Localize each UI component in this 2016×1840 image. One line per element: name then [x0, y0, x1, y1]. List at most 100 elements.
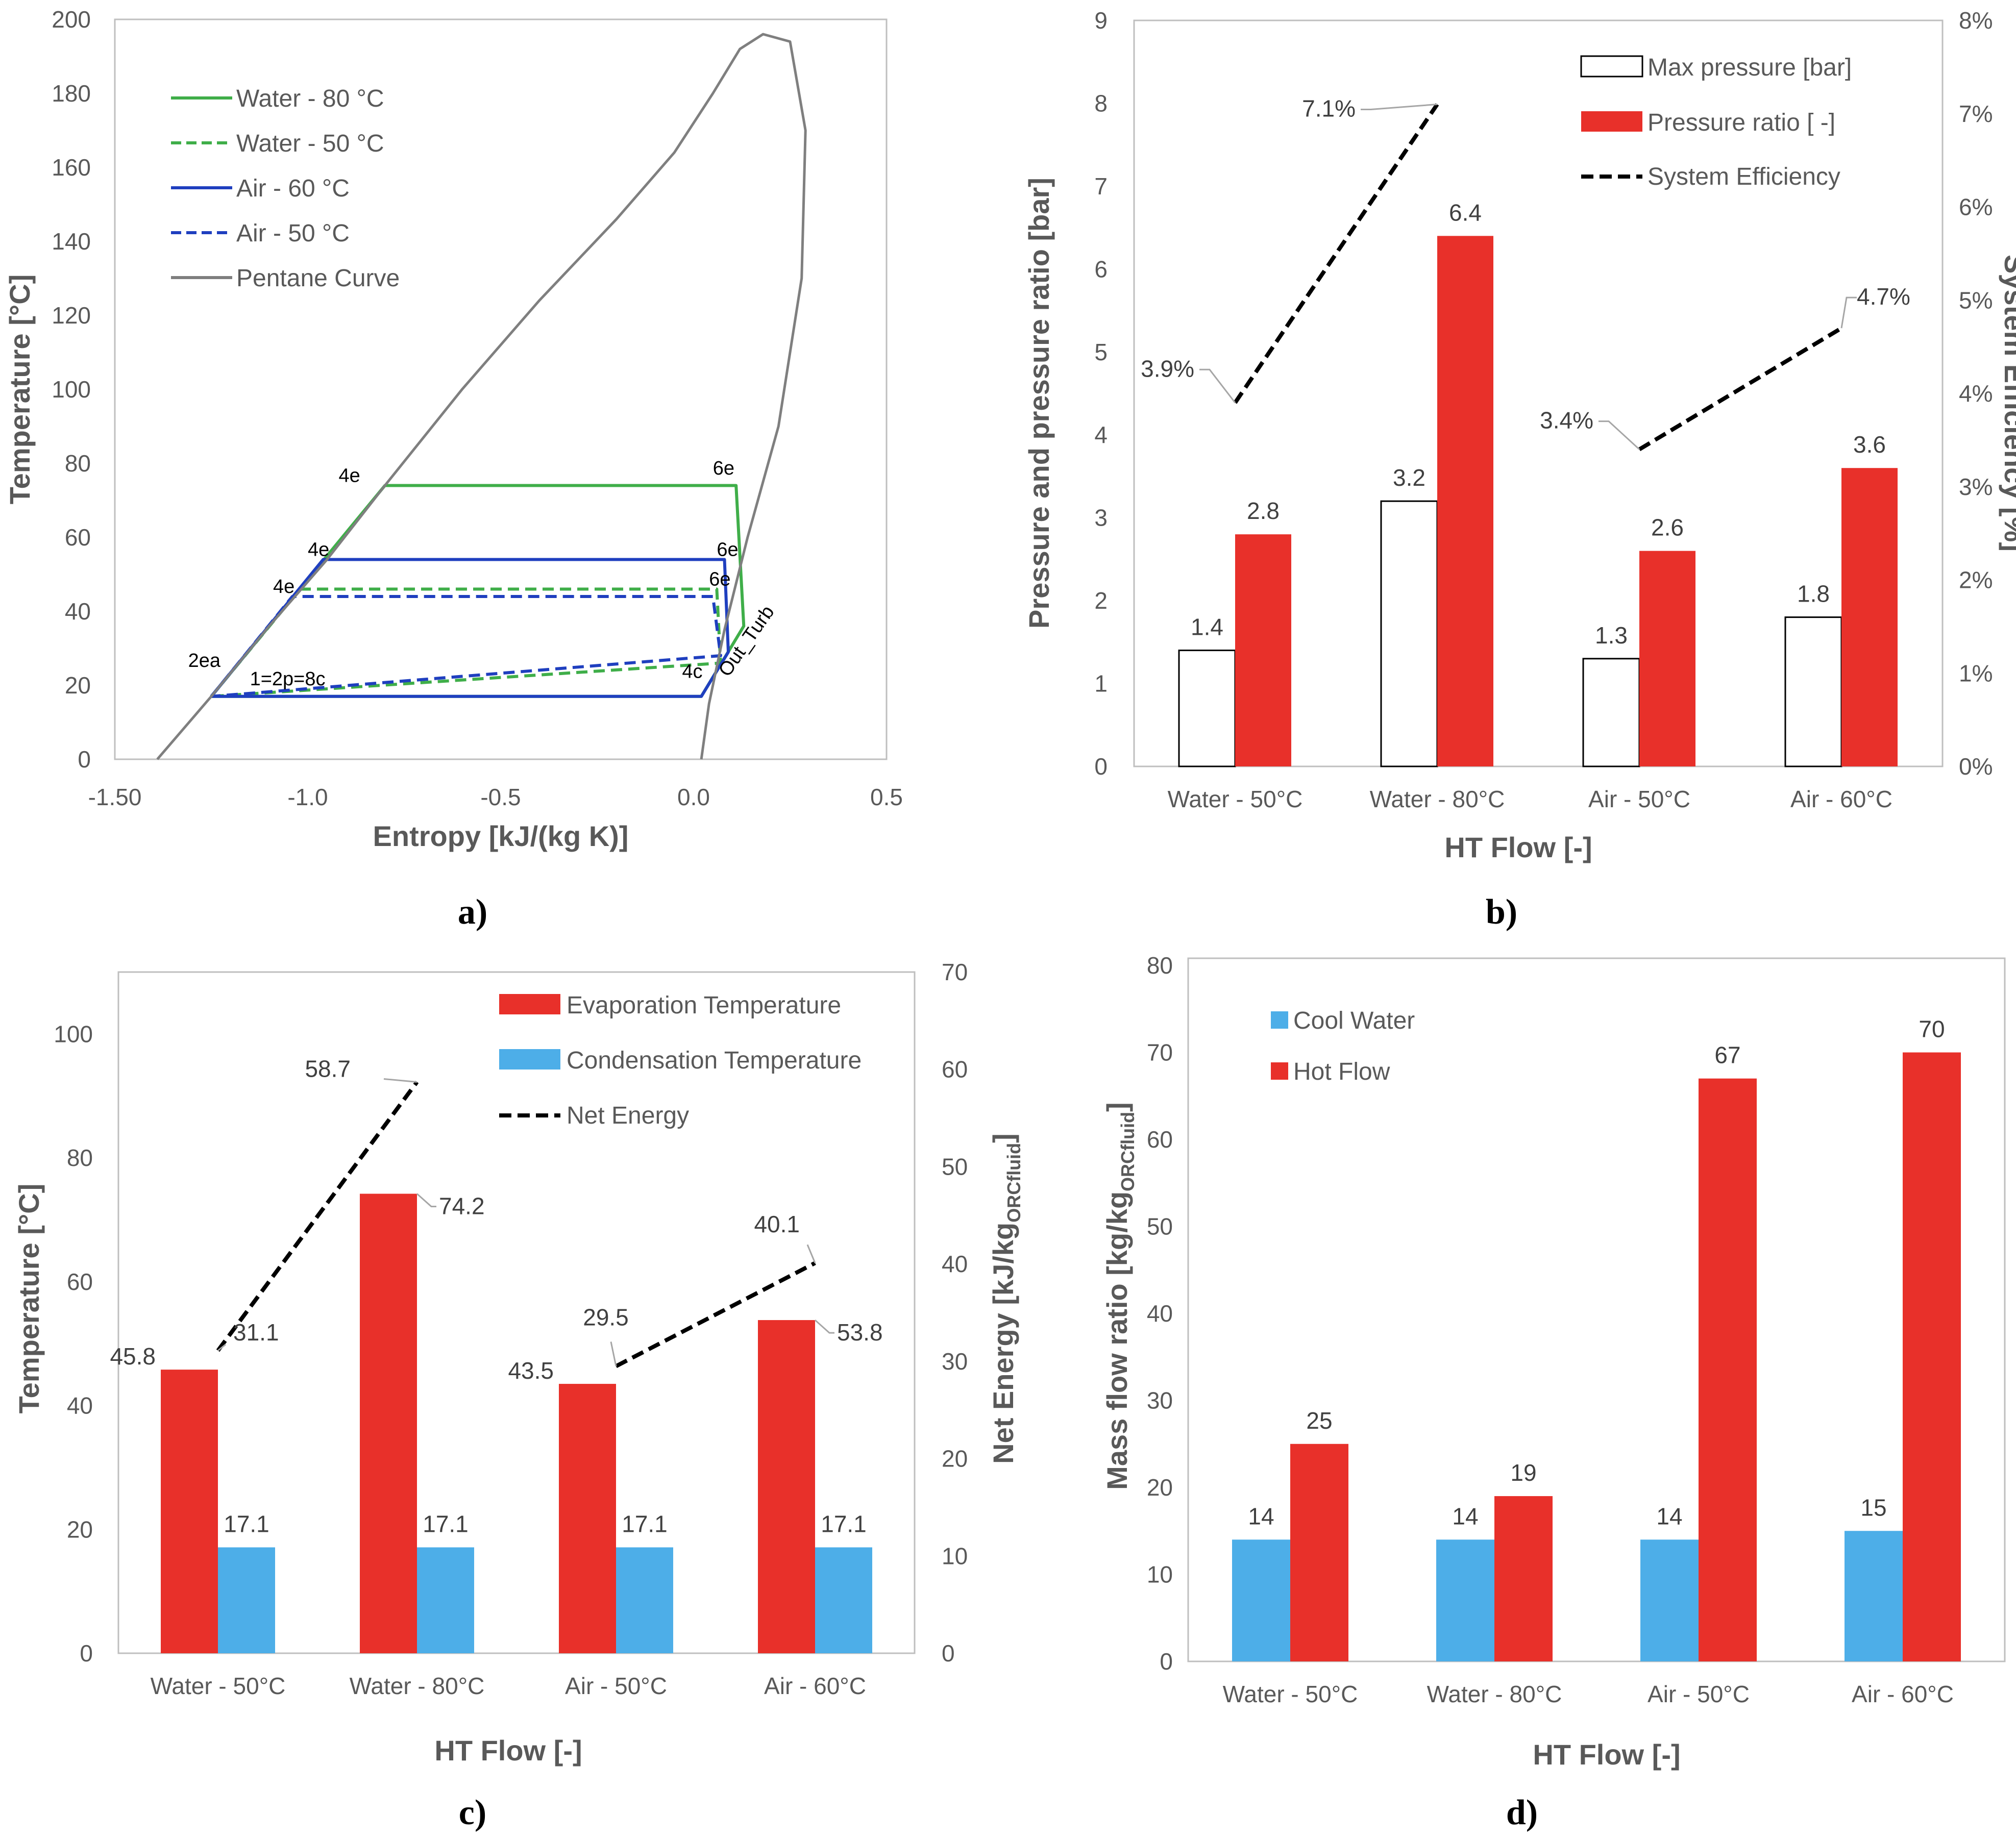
panel-d-bar-value-label: 70 — [1919, 1016, 1945, 1042]
panel-b-y-tick-label: 8 — [1094, 90, 1108, 116]
panel-d-y-tick-label: 0 — [1160, 1648, 1173, 1675]
panel-a-point-label: 4e — [338, 465, 360, 486]
panel-d-label: d) — [1506, 1793, 1538, 1832]
panel-c-bar-value-label: 53.8 — [837, 1319, 883, 1346]
panel-c-y2-tick-label: 20 — [942, 1446, 968, 1472]
panel-d-bar — [1699, 1078, 1757, 1661]
panel-b-efficiency-line — [1638, 326, 1843, 452]
panel-a-point-label: 2ea — [188, 650, 221, 672]
panel-a-x-axis-title: Entropy [kJ/(kg K)] — [373, 820, 629, 852]
panel-a-legend-label: Air - 60 °C — [236, 175, 350, 202]
panel-a-point-label: 6e — [709, 568, 730, 590]
panel-d-bar — [1436, 1539, 1494, 1661]
panel-c-y2-title-end: ] — [987, 1133, 1019, 1143]
panel-b-y-tick-label: 9 — [1094, 7, 1108, 34]
panel-d-y-axis-title: Mass flow ratio [kg/kgORCfluid] — [1101, 1102, 1138, 1490]
panel-c-x-axis-title: HT Flow [-] — [434, 1734, 582, 1767]
panel-c-y-tick-label: 20 — [67, 1516, 93, 1543]
panel-b-y2-tick-label: 4% — [1959, 380, 1993, 407]
panel-d-y-tick-label: 40 — [1147, 1300, 1173, 1327]
panel-c-bar — [161, 1370, 218, 1653]
panel-b-bar — [1380, 500, 1438, 767]
panel-b-y2-tick-label: 7% — [1959, 101, 1993, 127]
panel-d-y-title-sub: ORCfluid — [1117, 1112, 1138, 1191]
panel-a-y-tick-label: 200 — [52, 6, 91, 33]
panel-b-y2-tick-label: 6% — [1959, 194, 1993, 220]
panel-c-label: c) — [459, 1793, 486, 1832]
panel-b-bar-value-label: 1.3 — [1595, 622, 1628, 649]
panel-b-bar-value-label: 1.8 — [1797, 581, 1830, 607]
panel-c-y2-axis-title: Net Energy [kJ/kgORCfluid] — [987, 1133, 1024, 1464]
panel-b-bar — [1235, 534, 1291, 766]
panel-c-bar — [417, 1547, 474, 1653]
panel-a-x-tick-label: -0.5 — [480, 784, 521, 810]
panel-a-label: a) — [458, 892, 487, 932]
panel-d-y-tick-label: 50 — [1147, 1213, 1173, 1240]
panel-a-point-label: 4e — [308, 539, 329, 560]
panel-d-legend-label: Cool Water — [1293, 1007, 1415, 1034]
panel-c-net-energy-leader — [610, 1341, 617, 1366]
panel-b-pressure-chart: 0 1 2 3 4 5 6 7 8 9 0% 1% 2% 3% 4% 5% 6% 7% 8% Water - 50°C… — [1023, 7, 2016, 932]
panel-c-bar — [218, 1547, 275, 1653]
panel-c-bar-value-label: 17.1 — [423, 1510, 469, 1537]
panel-a-y-tick-label: 120 — [52, 302, 91, 329]
panel-b-efficiency-leader — [1840, 296, 1857, 329]
panel-b-legend-label: Pressure ratio [ -] — [1648, 109, 1835, 136]
panel-b-y2-tick-label: 1% — [1959, 660, 1993, 686]
panel-d-legend-swatch — [1271, 1011, 1288, 1029]
panel-d-mass-flow-chart: 0 10 20 30 40 50 60 70 80 Water - 50°C Water - 80°… — [1101, 952, 2006, 1832]
panel-a-y-axis-title: Temperature [°C] — [4, 275, 36, 505]
panel-b-y-tick-label: 6 — [1094, 256, 1108, 282]
panel-c-net-energy-leader — [806, 1244, 816, 1263]
panel-b-efficiency-leader — [1599, 420, 1640, 450]
panel-b-y-axis-title: Pressure and pressure ratio [bar] — [1023, 178, 1055, 629]
panel-b-bar-value-label: 2.6 — [1651, 514, 1684, 541]
panel-b-bar — [1582, 658, 1640, 767]
panel-b-y-tick-label: 4 — [1094, 421, 1108, 448]
panel-a-legend-label: Pentane Curve — [236, 265, 400, 292]
panel-c-y-tick-label: 100 — [54, 1021, 93, 1047]
panel-c-y-tick-label: 40 — [67, 1393, 93, 1419]
panel-c-temperature-chart: 0 20 40 60 80 100 0 10 20 30 40 50 60 70 Water - 50°C W… — [13, 959, 1024, 1832]
panel-d-x-axis-title: HT Flow [-] — [1533, 1738, 1680, 1771]
panel-a-series-line — [210, 558, 730, 698]
panel-b-legend-label: System Efficiency — [1648, 163, 1840, 190]
panel-c-net-energy-value-label: 31.1 — [233, 1319, 279, 1346]
panel-c-y2-tick-label: 10 — [942, 1543, 968, 1569]
panel-d-y-tick-label: 60 — [1147, 1126, 1173, 1153]
panel-b-y-tick-label: 3 — [1094, 505, 1108, 531]
panel-d-bar — [1290, 1444, 1348, 1661]
panel-c-category-label: Water - 80°C — [350, 1673, 485, 1699]
panel-a-x-tick-label: 0.0 — [677, 784, 710, 810]
panel-c-y2-tick-label: 40 — [942, 1251, 968, 1277]
panel-b-efficiency-leader — [1199, 368, 1236, 404]
panel-b-y2-axis-title: System Efficiency [%] — [1999, 255, 2016, 552]
panel-c-y2-tick-label: 30 — [942, 1348, 968, 1375]
panel-c-legend-label: Condensation Temperature — [567, 1047, 862, 1074]
panel-d-bar-value-label: 19 — [1510, 1459, 1536, 1486]
panel-c-y2-tick-label: 0 — [942, 1640, 955, 1667]
panel-b-bar — [1178, 650, 1236, 767]
panel-d-category-label: Air - 60°C — [1852, 1681, 1954, 1707]
panel-c-bar-value-label: 43.5 — [508, 1357, 554, 1384]
panel-c-bar — [360, 1193, 417, 1653]
panel-c-bar — [559, 1384, 616, 1653]
panel-b-legend-swatch — [1581, 111, 1642, 132]
panel-c-net-energy-leader — [217, 1344, 226, 1352]
panel-d-legend-label: Hot Flow — [1293, 1058, 1390, 1085]
panel-c-y2-tick-label: 70 — [942, 959, 968, 985]
panel-a-point-label: 1=2p=8c — [250, 668, 326, 690]
panel-b-efficiency-line — [1233, 103, 1439, 404]
panel-b-category-label: Water - 50°C — [1168, 786, 1303, 812]
panel-c-legend-label: Evaporation Temperature — [567, 992, 841, 1019]
panel-c-net-energy-value-label: 29.5 — [583, 1304, 629, 1330]
panel-c-y2-title-main: Net Energy [kJ/kg — [987, 1223, 1019, 1464]
panel-b-efficiency-value-label: 7.1% — [1302, 95, 1356, 121]
panel-b-y2-tick-label: 8% — [1959, 7, 1993, 34]
panel-b-category-label: Air - 60°C — [1790, 786, 1892, 812]
panel-c-legend-swatch — [499, 994, 560, 1014]
panel-a-y-tick-label: 80 — [65, 450, 91, 477]
panel-a-legend-label: Water - 80 °C — [236, 85, 384, 112]
panel-c-net-energy-value-label: 58.7 — [305, 1056, 351, 1082]
